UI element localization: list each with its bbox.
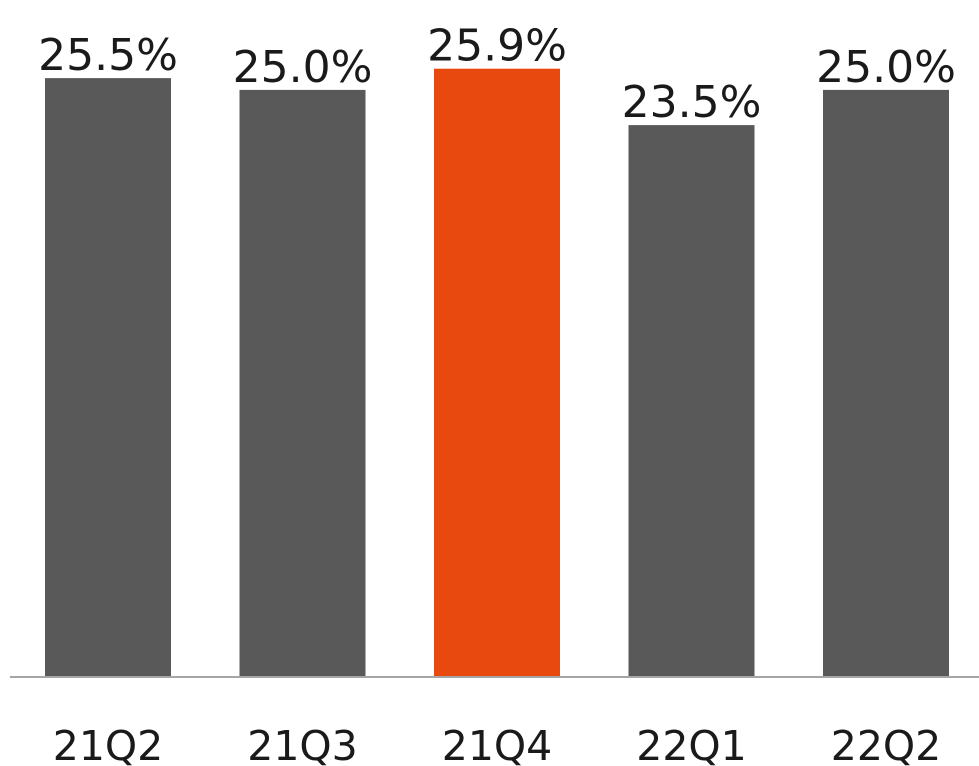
bar-22q1 bbox=[628, 125, 755, 678]
x-tick-label-22q2: 22Q2 bbox=[831, 722, 942, 766]
data-labels-group: 25.5% 25.0% 25.9% 23.5% 25.0% bbox=[38, 21, 956, 128]
x-tick-label-21q4: 21Q4 bbox=[442, 722, 553, 766]
bar-21q4 bbox=[434, 68, 560, 677]
x-tick-label-21q3: 21Q3 bbox=[247, 722, 358, 766]
x-tick-label-21q2: 21Q2 bbox=[53, 722, 164, 766]
bar-21q3 bbox=[239, 89, 366, 677]
bar-22q2 bbox=[823, 89, 949, 677]
data-label-22q1: 23.5% bbox=[622, 77, 762, 128]
data-label-22q2: 25.0% bbox=[816, 42, 956, 93]
x-tick-label-22q1: 22Q1 bbox=[636, 722, 747, 766]
bars-group bbox=[45, 68, 949, 678]
data-label-21q3: 25.0% bbox=[233, 42, 373, 93]
x-tick-labels-group: 21Q2 21Q3 21Q4 22Q1 22Q2 bbox=[53, 722, 942, 766]
data-label-21q4: 25.9% bbox=[427, 21, 567, 72]
data-label-21q2: 25.5% bbox=[38, 30, 178, 81]
bar-21q2 bbox=[45, 78, 171, 678]
